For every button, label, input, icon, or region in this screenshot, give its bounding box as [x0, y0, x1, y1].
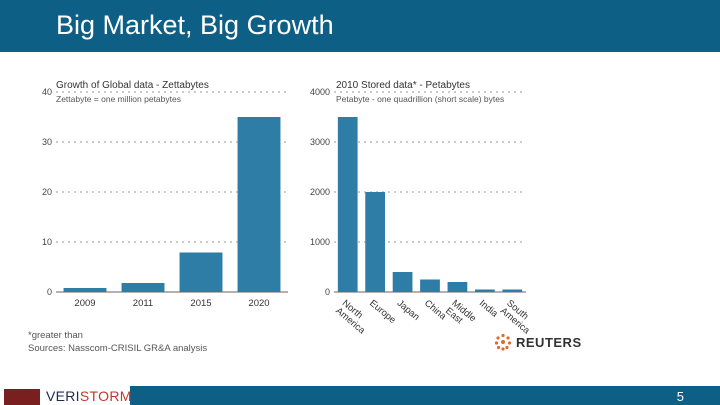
bar	[447, 282, 468, 292]
bar	[179, 252, 223, 292]
x-tick-label: Europe	[367, 298, 398, 326]
bar	[337, 117, 358, 292]
slide-title: Big Market, Big Growth	[56, 10, 334, 40]
bar	[502, 289, 523, 292]
bar	[474, 289, 495, 292]
reuters-logo-text: REUTERS	[516, 335, 582, 350]
x-tick-label-line: China	[422, 298, 449, 323]
footnote-greater-than: *greater than	[28, 330, 83, 341]
bar	[392, 272, 413, 292]
y-tick-label: 40	[42, 87, 52, 97]
x-tick-label: NorthAmerica	[333, 298, 374, 337]
bar	[63, 288, 107, 292]
logo-mark-icon	[4, 389, 40, 405]
x-tick-label: MiddleEast	[443, 298, 478, 332]
company-logo: VERISTORM	[0, 386, 132, 405]
chart2-subtitle: Petabyte - one quadrillion (short scale)…	[336, 94, 504, 104]
bar	[121, 283, 165, 292]
bar	[420, 279, 440, 292]
zettabytes-chart: Growth of Global data - Zettabytes Zetta…	[42, 80, 288, 309]
x-tick-label: China	[422, 298, 449, 323]
x-tick-label: 2015	[190, 298, 211, 309]
x-tick-label: 2011	[133, 298, 153, 309]
y-tick-label: 3000	[310, 137, 330, 147]
x-tick-label-line: Europe	[367, 298, 398, 326]
footer-bar	[0, 386, 720, 405]
logo-text-prefix: VERI	[46, 388, 80, 404]
y-tick-label: 10	[42, 237, 52, 247]
x-tick-label: SouthAmerica	[498, 298, 535, 337]
y-tick-label: 2000	[310, 187, 330, 197]
reuters-dots-icon	[494, 333, 512, 351]
logo-text-suffix: STORM	[79, 388, 132, 404]
x-tick-label-line: Japan	[395, 298, 422, 323]
chart1-subtitle: Zettabyte = one million petabytes	[56, 94, 181, 104]
y-tick-label: 4000	[310, 87, 330, 97]
y-tick-label: 1000	[310, 237, 330, 247]
x-tick-label: 2020	[248, 298, 269, 309]
y-tick-label: 0	[325, 287, 330, 297]
petabytes-chart: 2010 Stored data* - Petabytes Petabyte -…	[310, 80, 535, 337]
y-tick-label: 20	[42, 187, 52, 197]
x-tick-label-line: India	[477, 298, 500, 320]
x-tick-label: Japan	[395, 298, 422, 323]
chart1-title: Growth of Global data - Zettabytes	[56, 80, 209, 91]
y-tick-label: 0	[47, 287, 52, 297]
y-tick-label: 30	[42, 137, 52, 147]
x-tick-label: India	[477, 298, 500, 320]
chart2-title: 2010 Stored data* - Petabytes	[336, 80, 470, 91]
bar	[237, 117, 281, 292]
title-bar	[0, 0, 720, 52]
x-tick-label: 2009	[74, 298, 95, 309]
footnote-sources: Sources: Nasscom-CRISIL GR&A analysis	[28, 343, 208, 354]
page-number: 5	[676, 389, 684, 404]
bar	[365, 192, 386, 292]
